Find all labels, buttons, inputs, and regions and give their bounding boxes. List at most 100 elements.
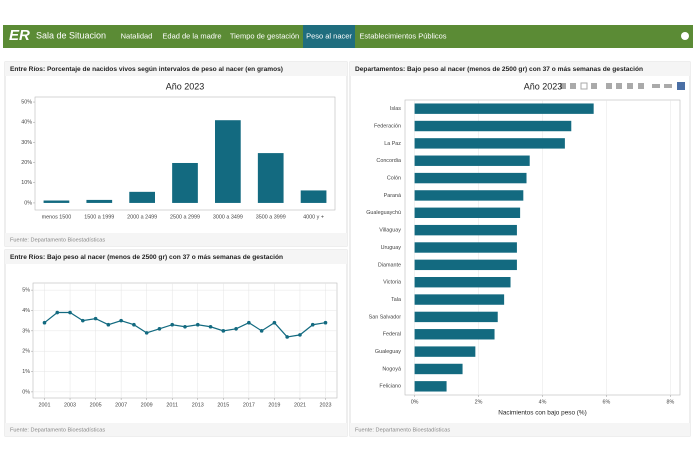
y-tick-label: Diamante [378,262,401,268]
x-tick-label: 4% [539,399,547,405]
bar [129,191,155,203]
point [285,335,289,339]
panel-title: Entre Ríos: Porcentaje de nacidos vivos … [10,66,283,73]
toolbar-button[interactable] [652,84,660,88]
plot-frame [32,282,338,399]
bar [43,200,70,203]
plot-toolbar[interactable] [560,82,685,90]
bar [414,346,476,357]
bar [414,138,565,149]
bar [414,294,505,305]
nav-tab[interactable]: Establecimientos Públicos [359,31,446,40]
toolbar-button[interactable] [580,82,588,90]
y-tick-label: 10% [21,180,32,186]
toolbar-button[interactable] [606,83,612,89]
y-tick-label: Concordia [376,158,401,164]
y-tick-label: 3% [22,328,30,334]
bar [414,277,511,288]
x-tick-label: 1500 a 1999 [84,214,114,220]
info-icon[interactable] [681,32,689,40]
bar [257,153,284,203]
y-tick-label: 2% [22,349,30,355]
x-tick-label: 2023 [320,402,332,408]
bar [414,311,498,323]
x-tick-label: 2009 [141,402,153,408]
bar [414,259,517,271]
y-tick-label: Islas [390,106,401,112]
bar [414,207,521,218]
point [106,322,111,327]
bar [300,190,327,203]
y-tick-label: 50% [21,99,32,105]
bar [414,155,530,166]
toolbar-button[interactable] [560,83,566,89]
point [55,310,60,315]
x-tick-label: 2021 [294,402,306,408]
bar [414,190,524,201]
bar [414,242,517,253]
nav-tab[interactable]: Tiempo de gestación [230,31,299,40]
x-tick-label: menos 1500 [42,214,72,220]
bar [414,172,527,184]
point [247,320,251,325]
y-tick-label: Federal [383,332,401,338]
x-tick-label: 2001 [38,402,50,408]
x-tick-label: 2005 [90,402,102,408]
y-tick-label: Uruguay [381,245,402,251]
bar [172,162,198,203]
bar [414,120,572,132]
source: Fuente: Departamento Bioestadísticas [10,427,105,433]
bar [414,329,495,340]
bar [215,120,241,203]
toolbar-button[interactable] [664,84,672,88]
toolbar-button[interactable] [616,83,622,89]
y-tick-label: Colón [387,176,401,182]
x-tick-label: 2011 [166,402,178,408]
source: Fuente: Departamento Bioestadísticas [10,237,105,243]
point [195,322,200,327]
x-tick-label: 6% [603,399,611,405]
x-tick-label: 4000 y + [303,214,324,220]
bar [414,381,447,392]
y-tick-label: Gualeguay [375,349,401,355]
x-tick-label: 8% [667,399,675,405]
toolbar-button[interactable] [627,83,633,89]
y-tick-label: 0% [24,200,32,206]
x-tick-label: 2% [475,399,483,405]
nav-tab[interactable]: Natalidad [121,31,153,40]
toolbar-button[interactable] [638,83,644,89]
point [42,320,47,325]
point [310,322,315,327]
toolbar-button[interactable] [591,83,597,89]
y-tick-label: 4% [22,308,30,314]
bar [414,103,594,114]
nav-tab[interactable]: Edad de la madre [162,31,221,40]
x-tick-label: 2013 [192,402,204,408]
x-tick-label: 2500 a 2999 [170,214,200,220]
y-tick-label: Villaguay [379,228,401,234]
x-tick-label: 2017 [243,402,255,408]
toolbar-button[interactable] [570,83,576,89]
point [208,324,213,329]
active-tab[interactable] [303,25,355,48]
bar [86,199,113,203]
x-tick-label: 2003 [64,402,76,408]
toolbar-button[interactable] [677,82,685,90]
chart-title: Año 2023 [524,81,563,91]
x-axis-title: Nacimientos con bajo peso (%) [498,410,586,417]
y-tick-label: 5% [22,288,30,294]
plot-frame [34,96,336,211]
point [272,320,277,325]
x-tick-label: 3000 a 3499 [213,214,243,220]
panel-header [5,62,347,76]
y-tick-label: 20% [21,160,32,166]
point [170,322,175,327]
panel-footer [5,233,347,246]
point [119,318,123,323]
y-tick-label: Victoria [383,280,401,286]
nav-tab[interactable]: Peso al nacer [306,31,352,40]
y-tick-label: Tala [391,297,401,303]
x-tick-label: 0% [411,399,419,405]
logo: ER [9,27,30,44]
point [259,329,264,333]
